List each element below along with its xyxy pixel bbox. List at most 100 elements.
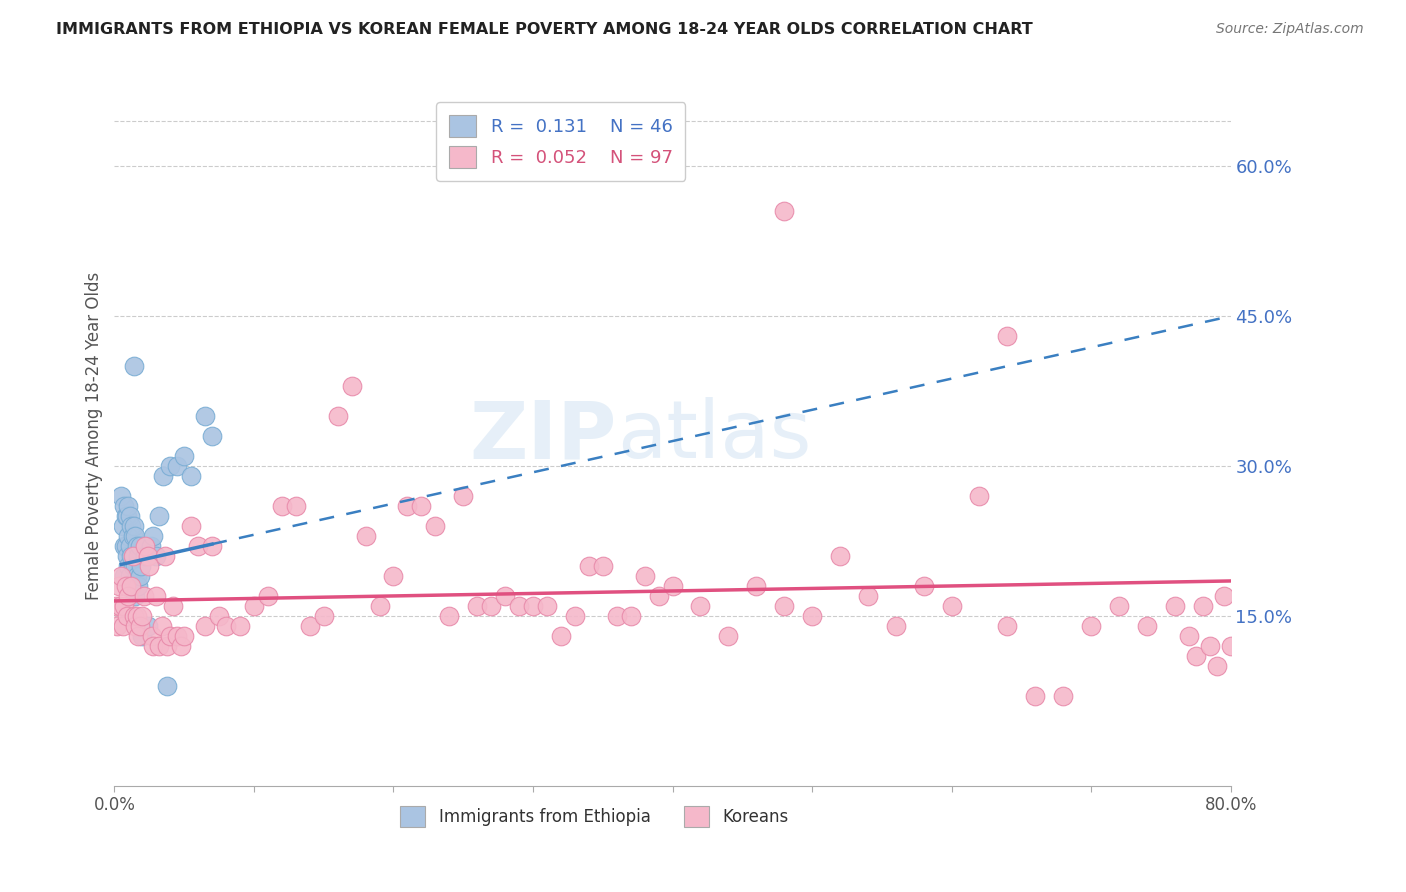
Point [120,519,142,533]
Point [170,639,193,653]
Point [152,469,174,483]
Point [187,539,209,553]
Point [104,599,127,613]
Point [1191,599,1213,613]
Point [153,549,176,563]
Point [136,549,159,563]
Point [550,629,572,643]
Point [717,629,740,643]
Point [145,549,167,563]
Point [115,549,138,563]
Point [745,579,768,593]
Point [439,608,461,623]
Point [117,499,139,513]
Point [396,499,419,513]
Point [122,608,145,623]
Point [131,608,153,623]
Point [121,529,143,543]
Point [647,589,669,603]
Point [215,619,238,633]
Point [159,629,181,643]
Point [773,204,796,219]
Point [134,539,156,553]
Point [1108,599,1130,613]
Point [148,508,170,523]
Point [229,619,252,633]
Point [122,549,145,563]
Point [354,529,377,543]
Point [107,579,129,593]
Point [1198,639,1220,653]
Point [127,579,149,593]
Point [425,519,447,533]
Point [124,589,146,603]
Point [368,599,391,613]
Point [1219,639,1241,653]
Point [1184,648,1206,663]
Point [117,558,139,573]
Point [112,599,135,613]
Point [139,539,162,553]
Point [125,608,148,623]
Point [120,579,142,593]
Point [689,599,711,613]
Point [661,579,683,593]
Point [125,569,148,583]
Point [284,499,307,513]
Point [451,489,474,503]
Point [108,599,131,613]
Point [110,489,132,503]
Point [166,458,188,473]
Point [633,569,655,583]
Point [1205,659,1227,673]
Point [131,629,153,643]
Point [117,529,139,543]
Point [118,569,141,583]
Point [114,579,136,593]
Point [118,539,141,553]
Point [995,329,1018,343]
Point [969,489,991,503]
Point [111,619,134,633]
Point [508,599,530,613]
Point [112,499,135,513]
Point [1212,589,1234,603]
Point [162,599,184,613]
Text: ZIP: ZIP [470,397,617,475]
Point [159,458,181,473]
Point [201,539,224,553]
Point [194,409,217,423]
Point [125,539,148,553]
Point [124,619,146,633]
Point [564,608,586,623]
Point [148,639,170,653]
Point [122,519,145,533]
Point [912,579,935,593]
Point [114,539,136,553]
Point [382,569,405,583]
Point [166,629,188,643]
Point [112,539,135,553]
Point [494,589,516,603]
Point [1080,619,1102,633]
Point [105,619,128,633]
Point [257,589,280,603]
Point [115,508,138,523]
Point [173,629,195,643]
Y-axis label: Female Poverty Among 18-24 Year Olds: Female Poverty Among 18-24 Year Olds [86,272,103,600]
Text: Source: ZipAtlas.com: Source: ZipAtlas.com [1216,22,1364,37]
Point [326,409,349,423]
Point [121,549,143,563]
Point [479,599,502,613]
Point [121,558,143,573]
Point [112,569,135,583]
Point [995,619,1018,633]
Point [129,558,152,573]
Point [141,629,163,643]
Text: IMMIGRANTS FROM ETHIOPIA VS KOREAN FEMALE POVERTY AMONG 18-24 YEAR OLDS CORRELAT: IMMIGRANTS FROM ETHIOPIA VS KOREAN FEMAL… [56,22,1033,37]
Point [578,558,600,573]
Point [117,589,139,603]
Point [856,589,879,603]
Point [620,608,643,623]
Point [941,599,963,613]
